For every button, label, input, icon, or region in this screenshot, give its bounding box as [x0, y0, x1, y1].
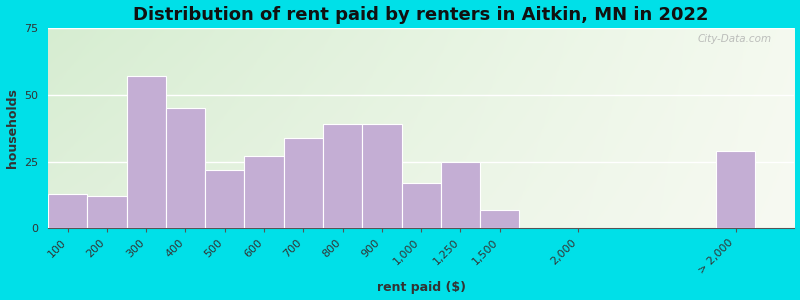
Bar: [48, 194, 87, 228]
Bar: [245, 156, 284, 228]
Bar: [716, 151, 755, 228]
Bar: [441, 162, 480, 228]
Bar: [205, 169, 245, 228]
X-axis label: rent paid ($): rent paid ($): [377, 281, 466, 294]
Bar: [480, 210, 519, 228]
Bar: [87, 196, 126, 228]
Bar: [166, 108, 205, 228]
Text: City-Data.com: City-Data.com: [698, 34, 772, 44]
Y-axis label: households: households: [6, 88, 18, 168]
Bar: [284, 137, 323, 228]
Bar: [323, 124, 362, 228]
Bar: [402, 183, 441, 228]
Bar: [362, 124, 402, 228]
Title: Distribution of rent paid by renters in Aitkin, MN in 2022: Distribution of rent paid by renters in …: [134, 6, 709, 24]
Bar: [126, 76, 166, 228]
